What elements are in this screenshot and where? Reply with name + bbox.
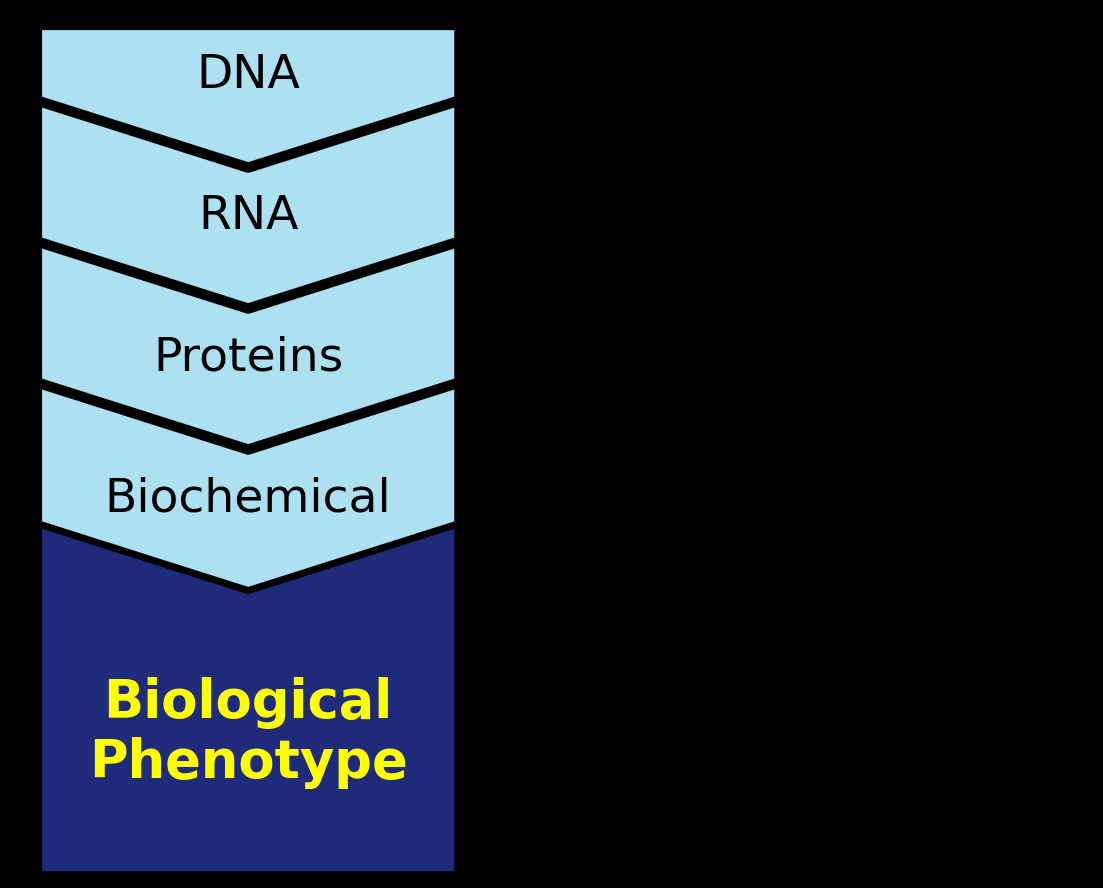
Text: RNA: RNA — [197, 194, 299, 240]
Text: Biochemical: Biochemical — [105, 476, 392, 521]
Text: Proteins: Proteins — [153, 336, 343, 380]
Polygon shape — [39, 524, 458, 875]
Text: DNA: DNA — [196, 53, 300, 99]
Polygon shape — [39, 27, 458, 591]
Text: Biological
Phenotype: Biological Phenotype — [89, 677, 407, 789]
